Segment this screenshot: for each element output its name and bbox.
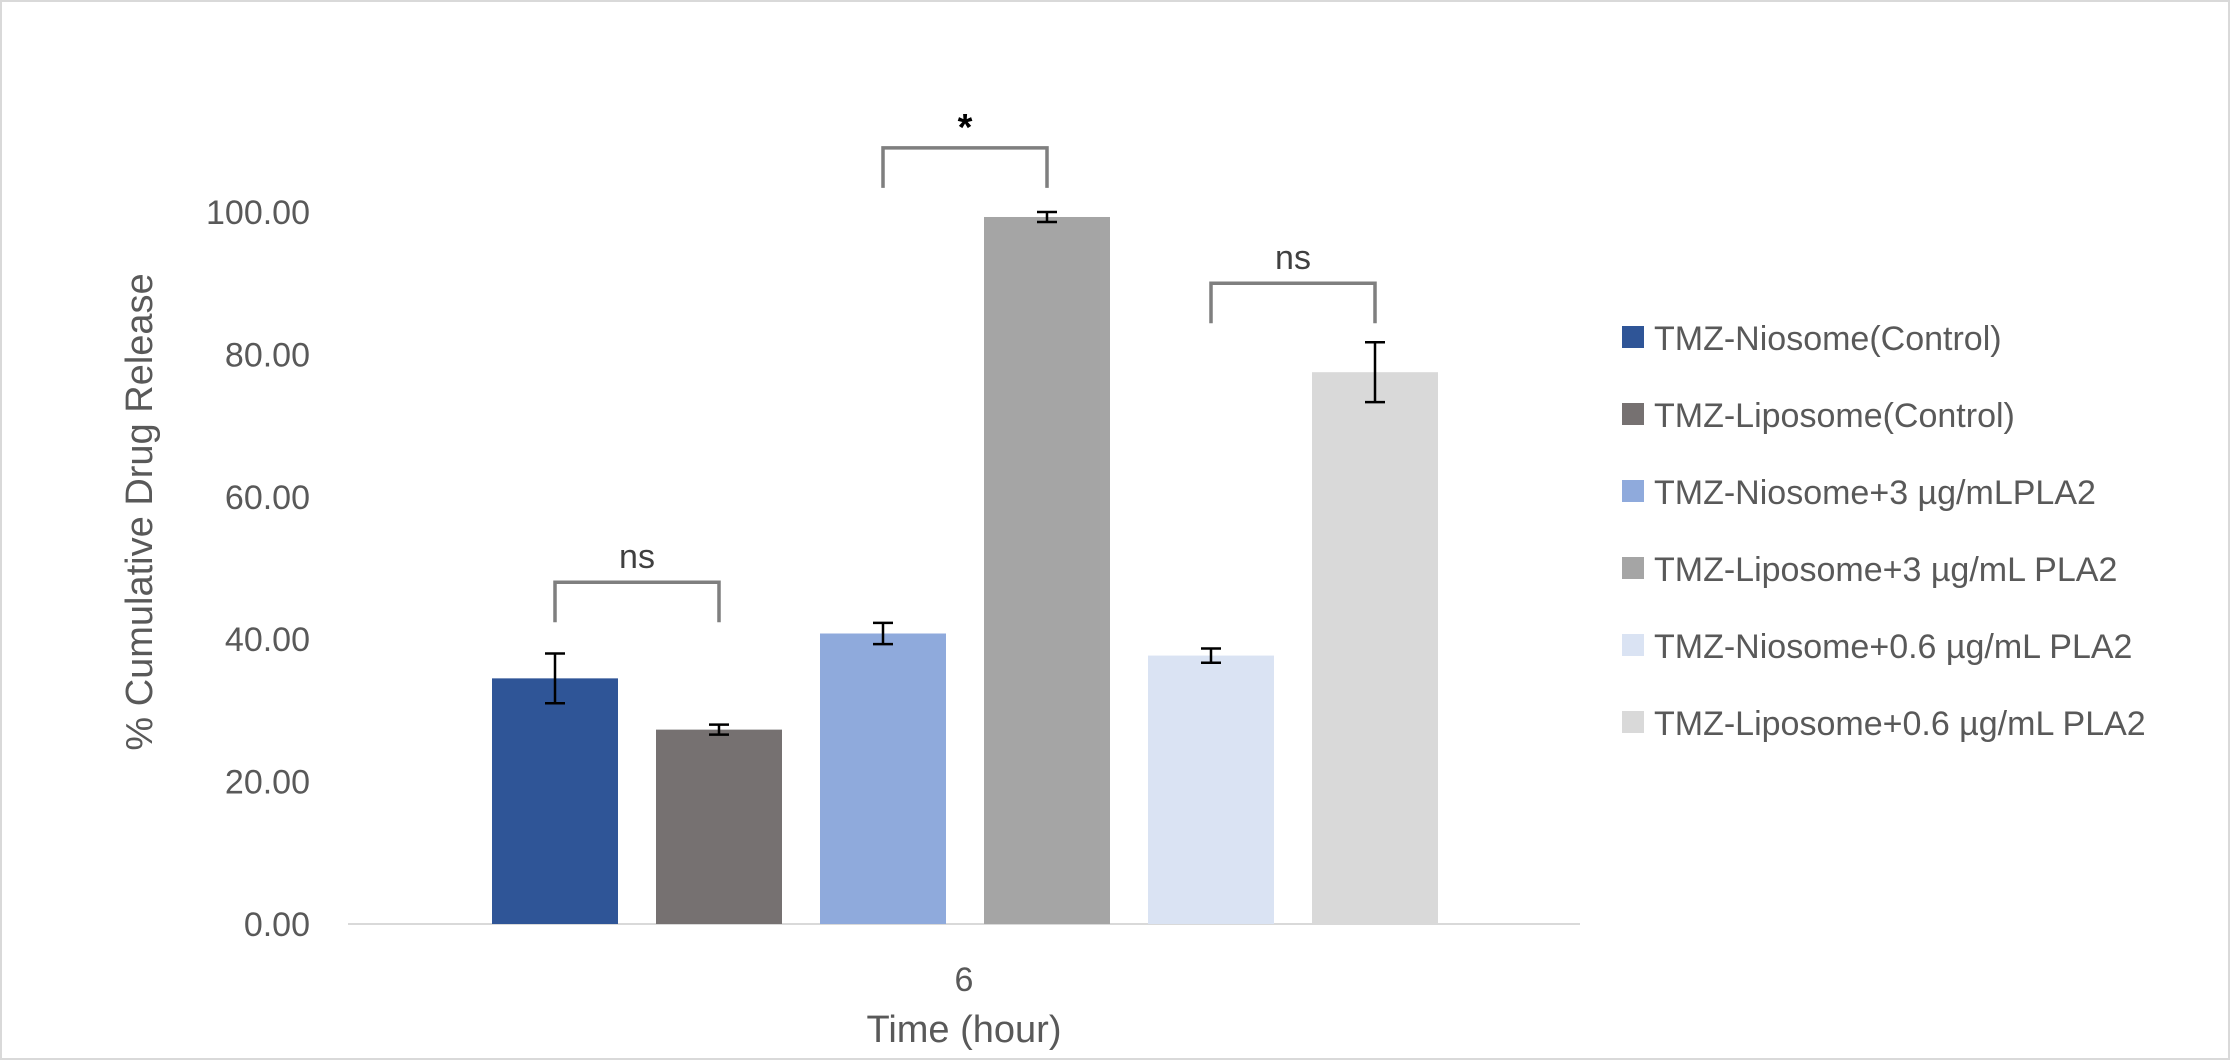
legend-item-5: TMZ-Niosome+0.6 µg/mL PLA2 — [1622, 628, 2132, 666]
bar-5 — [1148, 655, 1274, 924]
significance-bracket-3: ns — [1209, 239, 1377, 324]
x-axis-title: Time (hour) — [867, 1009, 1062, 1051]
legend-item-4: TMZ-Liposome+3 µg/mL PLA2 — [1622, 551, 2117, 589]
error-bar-2 — [709, 723, 729, 736]
legend-label: TMZ-Niosome(Control) — [1654, 320, 2002, 358]
bar-1 — [492, 678, 618, 924]
legend-swatch — [1622, 480, 1644, 502]
legend-label: TMZ-Niosome+3 µg/mLPLA2 — [1654, 474, 2096, 512]
error-bar-1 — [545, 652, 565, 705]
y-axis-title: % Cumulative Drug Release — [119, 273, 161, 750]
error-bar-4 — [1037, 210, 1057, 224]
error-bar-5 — [1201, 647, 1221, 664]
legend-item-1: TMZ-Niosome(Control) — [1622, 320, 2002, 358]
error-bar-6 — [1365, 341, 1385, 404]
error-bar-3 — [873, 621, 893, 646]
significance-bracket-2: * — [881, 107, 1049, 188]
legend-label: TMZ-Liposome+0.6 µg/mL PLA2 — [1654, 705, 2146, 743]
legend-item-2: TMZ-Liposome(Control) — [1622, 397, 2015, 435]
y-tick-label: 40.00 — [225, 621, 310, 659]
legend-swatch — [1622, 403, 1644, 425]
y-axis-ticks: 0.00 20.00 40.00 60.00 80.00 100.00 — [206, 194, 310, 944]
legend-item-3: TMZ-Niosome+3 µg/mLPLA2 — [1622, 474, 2096, 512]
legend-swatch — [1622, 634, 1644, 656]
y-tick-label: 0.00 — [244, 906, 310, 944]
bar-6 — [1312, 372, 1438, 924]
significance-label: * — [958, 107, 973, 149]
legend-swatch — [1622, 557, 1644, 579]
legend: TMZ-Niosome(Control) TMZ-Liposome(Control… — [1622, 320, 2146, 743]
y-tick-label: 100.00 — [206, 194, 310, 232]
significance-annotations: ns * ns — [553, 107, 1377, 623]
x-tick-label: 6 — [955, 961, 974, 999]
significance-label: ns — [619, 538, 655, 576]
error-bars — [545, 210, 1385, 736]
bar-4 — [984, 216, 1110, 924]
legend-label: TMZ-Liposome(Control) — [1654, 397, 2015, 435]
legend-label: TMZ-Niosome+0.6 µg/mL PLA2 — [1654, 628, 2132, 666]
significance-bracket-1: ns — [553, 538, 721, 623]
y-tick-label: 60.00 — [225, 479, 310, 517]
bar-2 — [656, 729, 782, 924]
significance-label: ns — [1275, 239, 1311, 277]
legend-swatch — [1622, 711, 1644, 733]
legend-swatch — [1622, 326, 1644, 348]
y-tick-label: 80.00 — [225, 336, 310, 374]
y-tick-label: 20.00 — [225, 764, 310, 802]
legend-label: TMZ-Liposome+3 µg/mL PLA2 — [1654, 551, 2117, 589]
bar-3 — [820, 633, 946, 924]
legend-item-6: TMZ-Liposome+0.6 µg/mL PLA2 — [1622, 705, 2146, 743]
bars — [492, 216, 1438, 924]
